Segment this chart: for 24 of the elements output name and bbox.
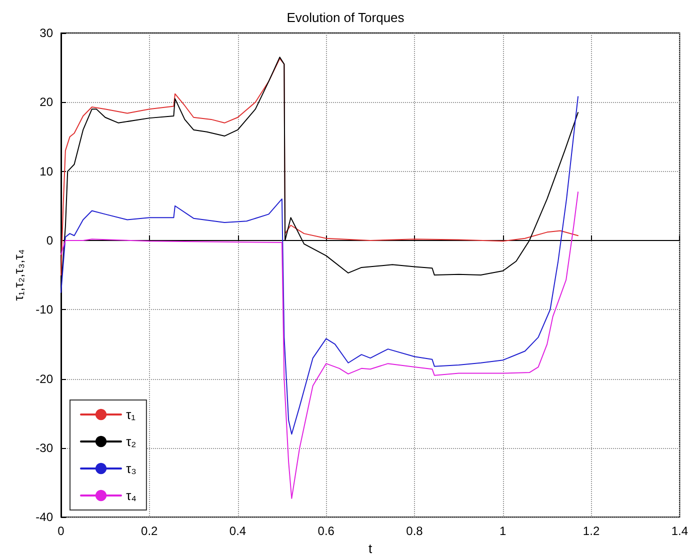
chart-title: Evolution of Torques [286, 10, 405, 25]
x-tick-label: 0.8 [406, 524, 424, 538]
x-tick-label: 0 [58, 524, 65, 538]
x-tick-label: 1.4 [671, 524, 688, 538]
line-series [60, 96, 579, 435]
x-tick-label: 0.2 [141, 524, 158, 538]
y-tick-label: 10 [40, 164, 54, 178]
y-tick-label: 0 [46, 233, 54, 248]
y-tick-label: -20 [36, 372, 54, 386]
x-tick-label: 0.4 [229, 524, 246, 538]
y-tick-label: 20 [40, 95, 54, 110]
legend-label: τ₃ [126, 461, 136, 476]
y-axis-title: τ₁,τ₂,τ₃,τ₄ [10, 249, 26, 301]
y-tick-label: -10 [36, 302, 54, 317]
y-tick-label: -30 [36, 440, 54, 455]
legend-label: τ₂ [126, 434, 136, 449]
legend-label: τ₄ [126, 488, 136, 503]
y-tick-label: -40 [36, 510, 54, 524]
x-tick-label: 1.2 [582, 524, 600, 538]
x-axis-title: t [368, 541, 373, 556]
x-tick-label: 1 [500, 524, 507, 538]
x-tick-label: 0.6 [318, 524, 335, 538]
legend-label: τ₁ [126, 407, 136, 422]
y-tick-label: 30 [40, 26, 54, 40]
